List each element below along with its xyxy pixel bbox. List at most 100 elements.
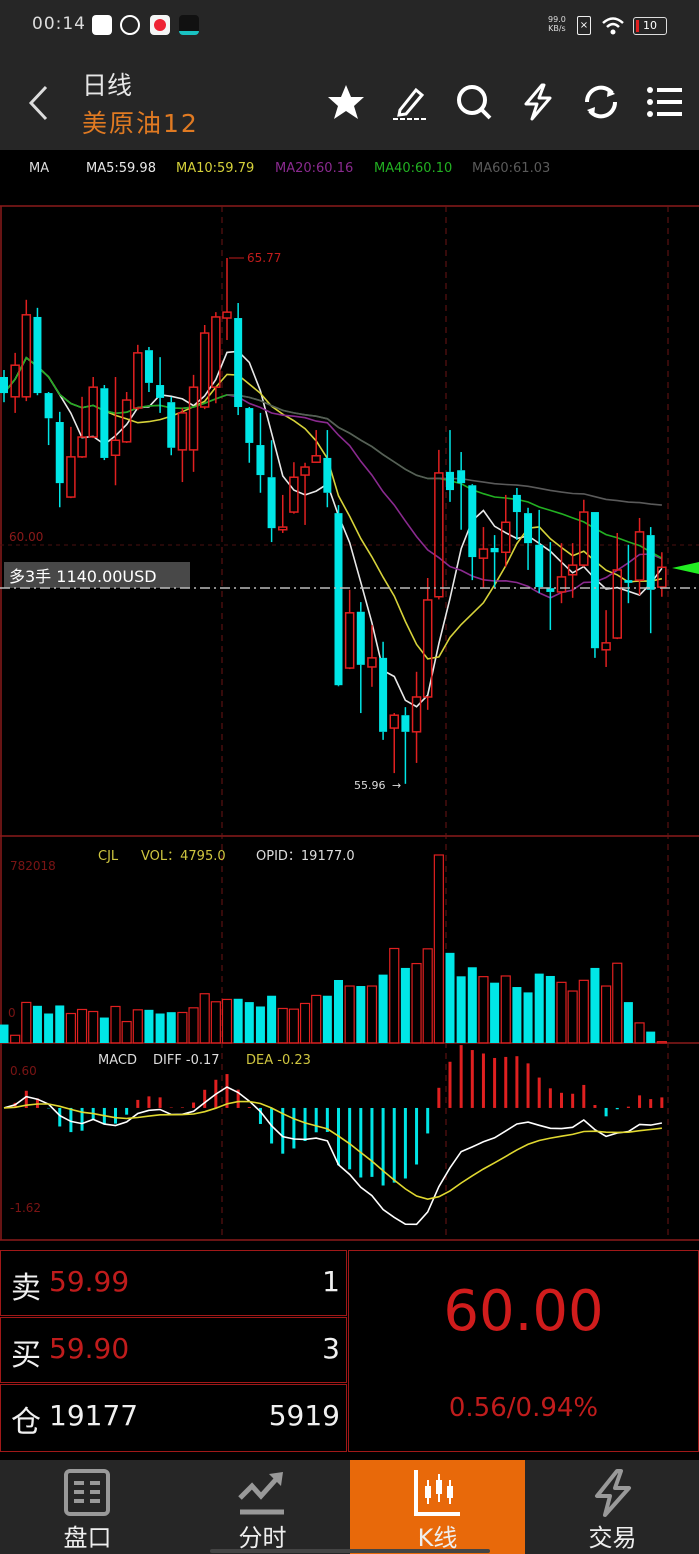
volume-bar [378,974,388,1043]
draw-line-icon[interactable] [390,82,430,122]
bid-row[interactable]: 买 59.90 3 [0,1317,347,1383]
candle-body [356,611,365,665]
candle-body [468,485,477,558]
candle [356,602,365,714]
high-price-label: 65.77 [247,251,281,265]
candle [245,407,254,463]
volume-bar [322,995,332,1043]
candle [657,552,667,597]
candle-body [144,350,153,383]
candle-body [100,388,109,458]
volume-bar [490,982,500,1043]
candle-body [10,364,20,398]
open-interest-qty: 5919 [268,1399,340,1432]
lightning-icon [595,1469,631,1517]
volume-bar [166,1012,176,1043]
volume-value: VOL：4795.0 [141,849,226,864]
period-label: 日线 [82,71,133,100]
candle-body [556,576,567,593]
candle-body [446,471,454,491]
volume-bar [65,1012,77,1044]
volume-bar [456,976,466,1043]
volume-bar [512,987,522,1043]
wifi-icon [602,17,624,35]
volume-bar [144,1009,154,1043]
candle [311,430,321,463]
candle [401,707,410,784]
chart-grid [0,205,699,1241]
candle-body [657,566,667,588]
candle-body [88,386,98,438]
low-price-label: 55.96 [354,779,386,792]
tab-intraday[interactable]: 分时 [175,1460,350,1554]
refresh-icon[interactable] [581,82,621,122]
back-button[interactable] [26,84,50,122]
trend-icon [238,1472,284,1515]
candle-body [0,376,8,394]
menu-list-icon[interactable] [644,82,684,122]
candle [44,392,53,446]
candle [222,258,232,341]
bid-price: 59.90 [49,1332,130,1365]
candle-body [344,612,355,669]
bottom-nav: 盘口 分时 K线 交易 [0,1460,699,1554]
open-interest-total: 19177 [49,1399,139,1432]
volume-max-label: 782018 [10,859,56,873]
tab-kline[interactable]: K线 [350,1460,525,1554]
volume-bar [55,1005,65,1043]
candle [546,542,555,630]
volume-indicator-name: CJL [98,849,119,864]
position-badge[interactable] [4,562,190,588]
volume-bar [311,994,322,1044]
volume-bar [400,967,410,1043]
candle-body [167,402,176,448]
tab-order-book[interactable]: 盘口 [0,1460,175,1554]
volume-bar [478,976,489,1044]
candle [77,396,87,458]
volume-bar [267,995,277,1043]
candle [367,625,377,687]
candle-body [334,513,343,686]
volume-bar [445,952,455,1043]
candle-body [44,393,53,419]
candle-body [379,657,388,732]
candle [66,426,76,499]
ma5-value: MA5:59.98 [86,161,156,176]
ma5-line [3,350,663,708]
star-icon[interactable] [326,82,366,122]
candle-body [389,714,399,729]
home-indicator[interactable] [210,1549,490,1553]
kline-chart[interactable]: 65.77 55.96 → 60.00 多3手 1140.00USD 78201… [0,205,699,1245]
lightning-icon[interactable] [518,82,558,122]
candle-body [33,316,42,394]
candle-body [133,352,143,409]
macd-panel [3,1045,664,1226]
candle-body [256,445,265,476]
candle-body [177,412,188,451]
symbol-title: 美原油12 [82,109,199,138]
volume-bar [366,985,378,1044]
candle-body [267,477,276,529]
candle-body [222,311,232,319]
volume-bar [21,1001,32,1044]
volume-bar [277,1007,288,1044]
volume-bar [344,985,355,1044]
candle [524,507,533,570]
volume-bar [411,962,422,1044]
candle [33,307,42,396]
candle [267,440,276,543]
tab-trade[interactable]: 交易 [525,1460,699,1554]
tab-label: 盘口 [63,1524,112,1552]
candle [199,325,210,410]
volume-bar [0,1024,9,1043]
ask-row[interactable]: 卖 59.99 1 [0,1250,347,1316]
candle [55,411,64,508]
volume-bar [334,979,343,1043]
candle [278,494,288,533]
volume-bar [422,948,433,1044]
battery-icon: 10 [633,17,667,35]
candle [468,484,477,581]
candle-body [311,455,321,463]
search-icon[interactable] [454,82,494,122]
volume-bar [221,998,233,1044]
